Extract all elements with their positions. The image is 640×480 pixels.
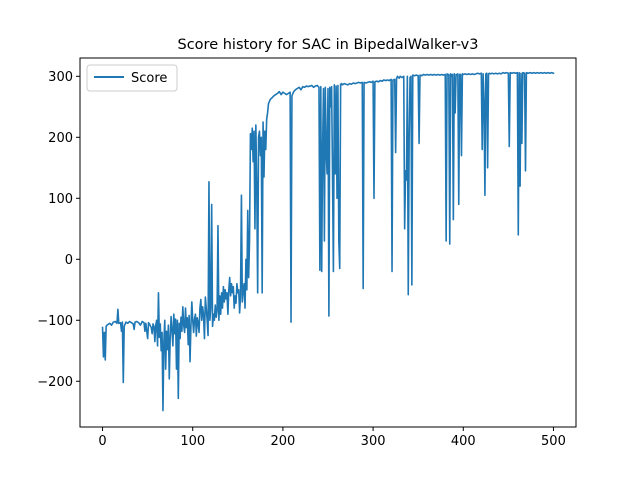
x-tick-label: 400 (451, 434, 476, 449)
x-tick-label: 300 (361, 434, 386, 449)
y-tick-label: −200 (37, 375, 73, 390)
series-layer (101, 71, 555, 412)
y-tick-label: 0 (65, 253, 73, 268)
plot-area: 0 100 200 300 400 500 −200 −100 0 100 200 300 (37, 57, 577, 449)
x-tick-label: 100 (180, 434, 205, 449)
x-tick-label: 0 (98, 434, 106, 449)
y-tick-label: −100 (37, 314, 73, 329)
series-line-score (101, 71, 555, 412)
y-tick-label: 300 (48, 70, 73, 85)
legend-box (86, 64, 178, 92)
x-axis: 0 100 200 300 400 500 (98, 427, 566, 449)
legend-series-label: Score (131, 71, 167, 86)
x-tick-label: 500 (541, 434, 566, 449)
x-tick-label: 200 (270, 434, 295, 449)
chart-title: Score history for SAC in BipedalWalker-v… (178, 37, 479, 53)
y-tick-label: 100 (48, 192, 73, 207)
y-axis: −200 −100 0 100 200 300 (37, 70, 80, 390)
y-tick-label: 200 (48, 131, 73, 146)
legend: Score (86, 64, 178, 92)
axes-frame (79, 57, 577, 428)
